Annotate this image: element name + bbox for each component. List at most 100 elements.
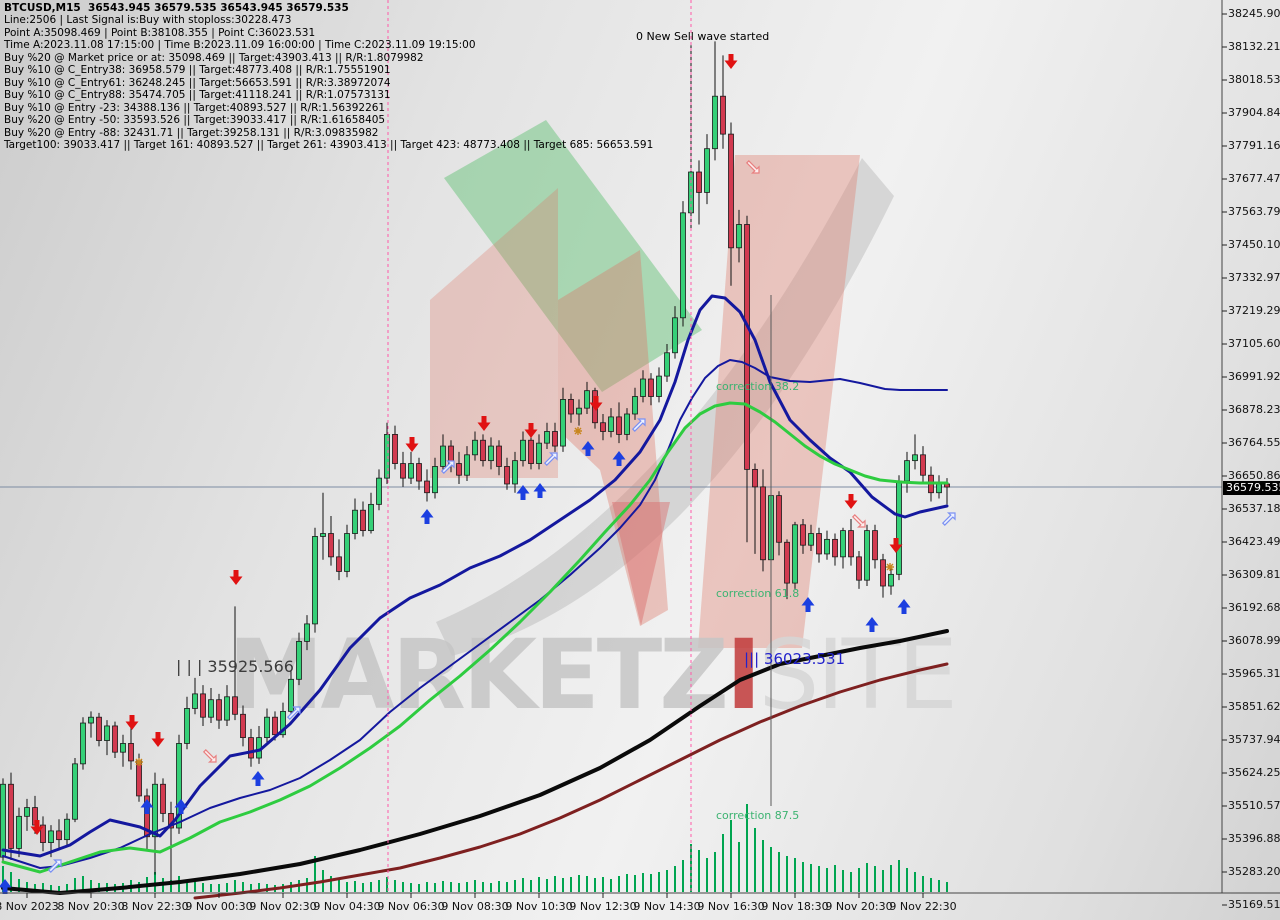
price-axis-label: 35510.570	[1228, 799, 1280, 812]
annotation-correction-382: correction 38.2	[716, 380, 799, 393]
sell-outline-arrow-icon	[851, 514, 866, 528]
buy-outline-arrow-icon	[941, 512, 956, 526]
sell-arrow-icon	[889, 538, 903, 553]
sell-arrow-icon	[405, 437, 419, 452]
time-axis-label: 9 Nov 22:30	[889, 900, 957, 913]
time-axis-label: 9 Nov 08:30	[441, 900, 509, 913]
sell-arrow-icon	[125, 715, 139, 730]
buy-arrow-icon	[0, 879, 12, 894]
buy-arrow-icon	[251, 771, 265, 786]
ma-black	[1, 629, 949, 895]
buy-arrow-icon	[420, 509, 434, 524]
price-axis-label: 37677.475	[1228, 172, 1280, 185]
time-axis-label: 9 Nov 02:30	[249, 900, 317, 913]
volume-bars	[2, 804, 948, 892]
price-axis-label: 36650.865	[1228, 469, 1280, 482]
ma-green	[1, 401, 949, 874]
info-line-10: Buy %20 @ Entry -88: 32431.71 || Target:…	[4, 126, 379, 139]
watermark-brand-text: MARKETZISITE	[228, 619, 955, 731]
info-line-11: Target100: 39033.417 || Target 161: 4089…	[4, 138, 654, 151]
signal-markers	[0, 54, 956, 894]
price-axis-label: 36764.550	[1228, 436, 1280, 449]
signal-info-block: BTCUSD,M15 36543.945 36579.535 36543.945…	[4, 2, 653, 151]
ma-brown	[193, 662, 949, 900]
price-axis-label: 35624.255	[1228, 766, 1280, 779]
price-axis-label: 37563.790	[1228, 205, 1280, 218]
price-axis-label: 37219.290	[1228, 304, 1280, 317]
price-axis-label: 35396.885	[1228, 832, 1280, 845]
time-axis-label: 9 Nov 20:30	[825, 900, 893, 913]
sell-arrow-icon	[229, 570, 243, 585]
price-axis[interactable]: 38245.900 38132.215 38018.530 37904.845 3779…	[1226, 0, 1280, 920]
buy-arrow-icon	[516, 485, 530, 500]
time-axis-label: 9 Nov 10:30	[505, 900, 573, 913]
buy-arrow-icon	[533, 483, 547, 498]
info-line-0: BTCUSD,M15 36543.945 36579.535 36543.945…	[4, 2, 349, 14]
sell-arrow-icon	[477, 416, 491, 431]
price-axis-label: 35737.940	[1228, 733, 1280, 746]
price-axis-label: 36309.810	[1228, 568, 1280, 581]
watermark-logo-shape	[444, 120, 702, 392]
sell-arrow-icon	[524, 423, 538, 438]
sell-arrow-icon	[844, 494, 858, 509]
watermark-logo-shape	[558, 250, 668, 626]
info-line-8: Buy %10 @ Entry -23: 34388.136 || Target…	[4, 101, 386, 114]
star-marker-icon	[886, 563, 894, 571]
annotation-swing-low-price: | | | 35925.566	[176, 657, 294, 676]
price-axis-label: 38245.900	[1228, 7, 1280, 20]
time-axis-label: 8 Nov 22:30	[121, 900, 189, 913]
star-marker-icon	[574, 427, 582, 435]
time-axis-label: 9 Nov 06:30	[377, 900, 445, 913]
price-axis-label: 37450.105	[1228, 238, 1280, 251]
current-price-badge: 36579.535	[1223, 481, 1280, 495]
buy-arrow-icon	[140, 799, 154, 814]
info-line-6: Buy %10 @ C_Entry61: 36248.245 || Target…	[4, 76, 391, 89]
buy-outline-arrow-icon	[286, 706, 301, 720]
info-line-4: Buy %20 @ Market price or at: 35098.469 …	[4, 51, 424, 64]
price-axis-label: 37105.605	[1228, 337, 1280, 350]
ma-fast-navy	[1, 294, 949, 858]
annotation-sell-wave-label: 0 New Sell wave started	[636, 30, 769, 43]
time-axis[interactable]: 8 Nov 2023 8 Nov 20:30 8 Nov 22:30 9 Nov 00…	[0, 897, 1280, 920]
info-line-9: Buy %20 @ Entry -50: 33593.526 || Target…	[4, 114, 386, 127]
star-marker-icon	[135, 758, 143, 766]
time-axis-label: 9 Nov 14:30	[633, 900, 701, 913]
price-axis-label: 36991.920	[1228, 370, 1280, 383]
price-axis-label: 36537.180	[1228, 502, 1280, 515]
watermark-logo-shape	[430, 188, 558, 478]
buy-outline-arrow-icon	[47, 859, 62, 873]
price-axis-label: 36192.680	[1228, 601, 1280, 614]
price-axis-label: 36878.235	[1228, 403, 1280, 416]
sell-arrow-icon	[724, 54, 738, 69]
info-line-2: Point A:35098.469 | Point B:38108.355 | …	[4, 26, 316, 39]
watermark-logo-shape	[612, 502, 670, 626]
buy-outline-arrow-icon	[440, 460, 455, 474]
sell-arrow-icon	[151, 732, 165, 747]
time-axis-label: 9 Nov 18:30	[761, 900, 829, 913]
price-axis-label: 35851.625	[1228, 700, 1280, 713]
price-axis-label: 37332.975	[1228, 271, 1280, 284]
info-line-5: Buy %10 @ C_Entry38: 36958.579 || Target…	[4, 64, 391, 77]
ma-slow-navy	[2, 359, 948, 869]
annotation-point-c-price: ||| 36023.531	[744, 650, 845, 668]
sell-outline-arrow-icon	[202, 749, 217, 763]
info-line-1: Line:2506 | Last Signal is:Buy with stop…	[4, 14, 292, 27]
price-axis-label: 35169.515	[1228, 898, 1280, 911]
price-axis-label: 36423.495	[1228, 535, 1280, 548]
time-axis-label: 9 Nov 12:30	[569, 900, 637, 913]
annotation-correction-875: correction 87.5	[716, 809, 799, 822]
annotation-correction-618: correction 61.8	[716, 587, 799, 600]
price-axis-label: 37791.160	[1228, 139, 1280, 152]
info-line-7: Buy %10 @ C_Entry88: 35474.705 || Target…	[4, 89, 391, 102]
buy-arrow-icon	[801, 597, 815, 612]
sell-arrow-icon	[30, 820, 44, 835]
price-axis-label: 35965.310	[1228, 667, 1280, 680]
sell-outline-arrow-icon	[745, 160, 760, 174]
buy-outline-arrow-icon	[631, 418, 646, 432]
buy-outline-arrow-icon	[543, 452, 558, 466]
price-axis-label: 38132.215	[1228, 40, 1280, 53]
candlesticks	[0, 41, 950, 881]
time-axis-label: 9 Nov 04:30	[313, 900, 381, 913]
